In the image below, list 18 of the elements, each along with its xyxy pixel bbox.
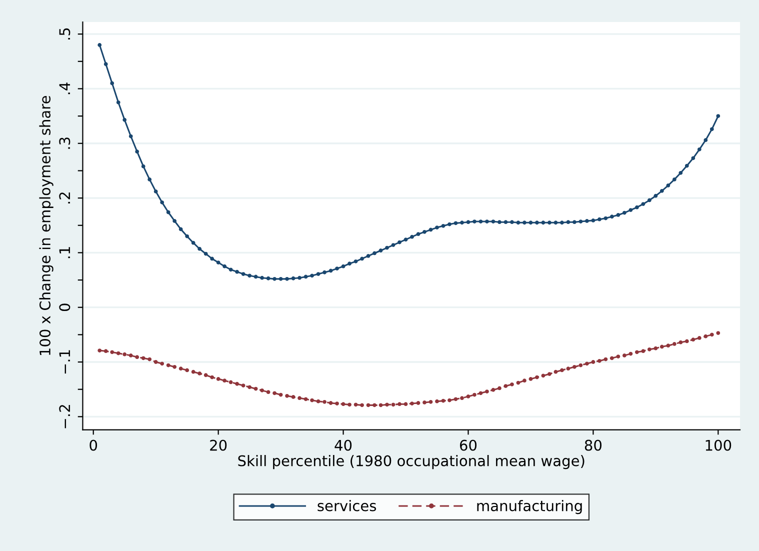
- x-axis-title: Skill percentile (1980 occupational mean wage): [238, 455, 584, 470]
- x-tick-label: 40: [334, 440, 352, 451]
- x-tick-label: 80: [584, 440, 602, 451]
- y-tick-label: 0: [59, 304, 70, 312]
- legend-label: services: [318, 500, 376, 512]
- y-tick-label: .2: [59, 192, 70, 204]
- legend-label: manufacturing: [477, 500, 582, 514]
- x-tick-label: 20: [210, 440, 227, 451]
- y-axis-title: 100 x Change in employment share: [39, 96, 54, 355]
- y-tick-label: −.1: [59, 350, 70, 374]
- x-tick-label: 60: [460, 440, 477, 451]
- y-tick-label: .5: [59, 28, 70, 40]
- x-tick-label: 0: [90, 440, 98, 451]
- y-tick-label: .3: [59, 138, 70, 149]
- x-tick-label: 100: [706, 440, 732, 451]
- y-tick-label: −.2: [59, 405, 70, 428]
- y-tick-label: .1: [59, 247, 70, 258]
- y-tick-label: .4: [59, 82, 70, 94]
